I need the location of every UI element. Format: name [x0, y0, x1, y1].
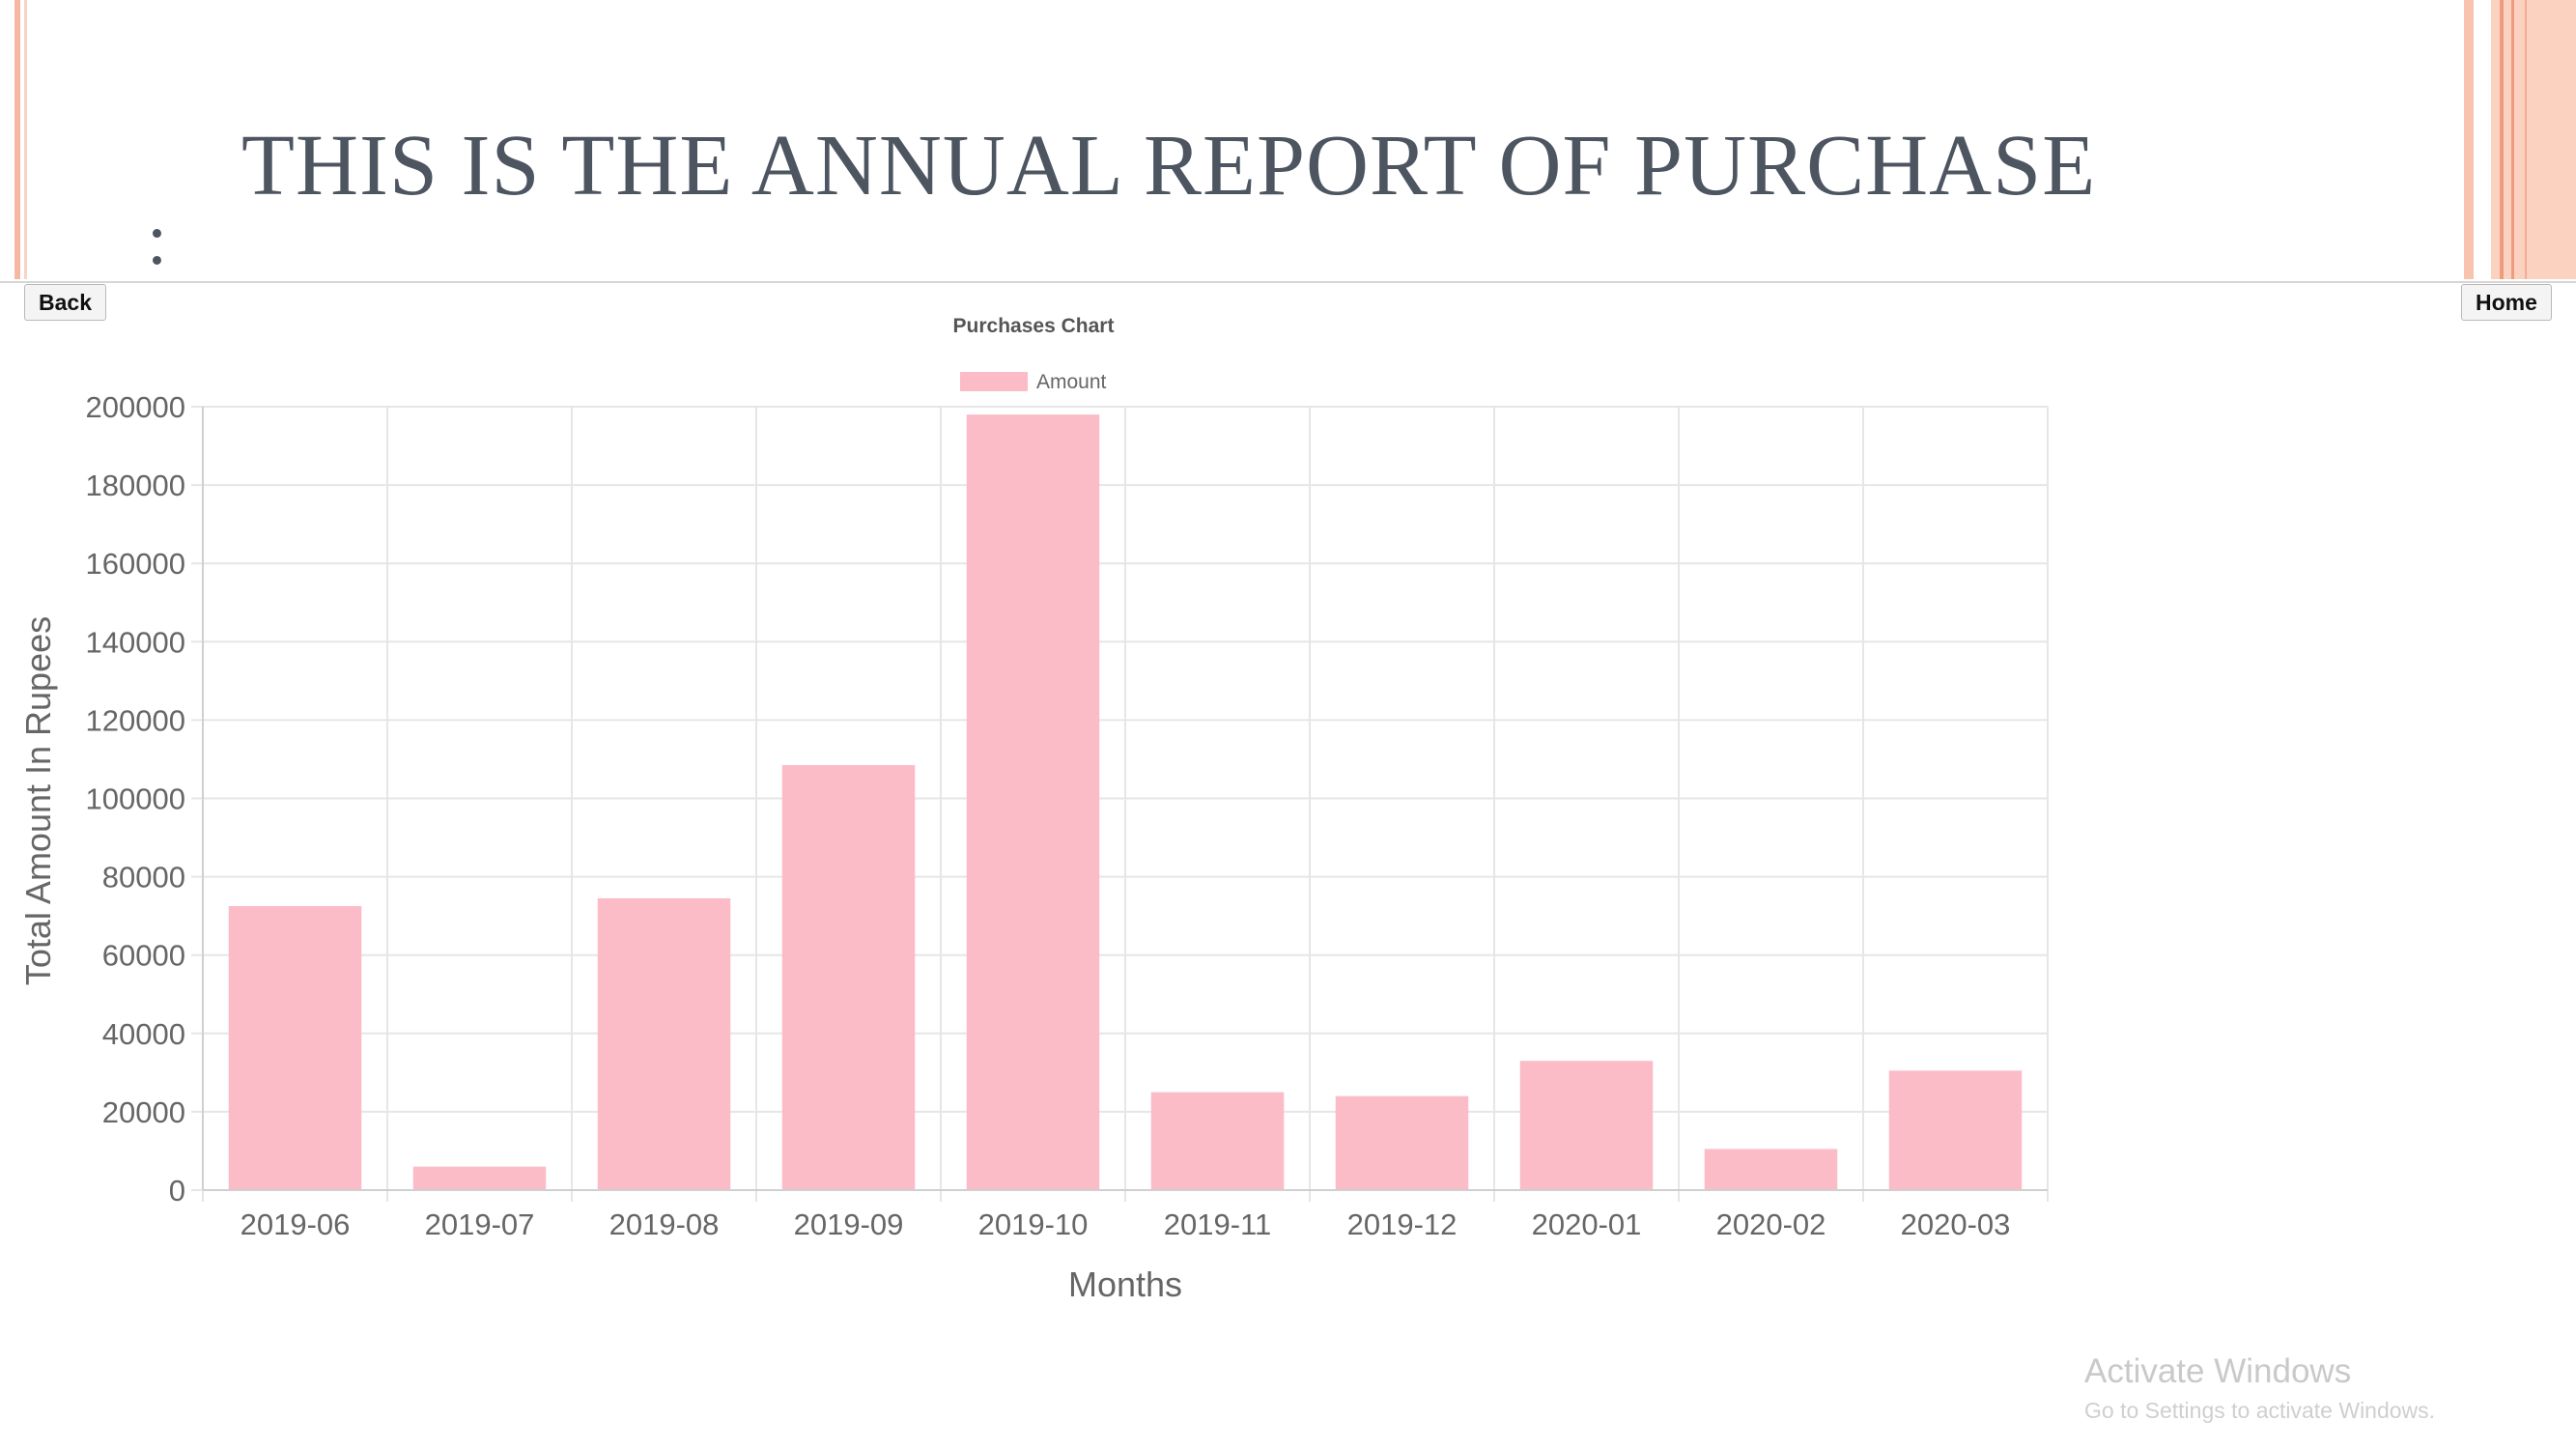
y-tick-label: 180000: [86, 469, 185, 502]
right-accent-line: [2500, 0, 2504, 279]
chart-axes: 0 20000 40000 60000 80000 100000 120000 140000 1…: [86, 390, 2048, 1241]
home-button[interactable]: Home: [2461, 284, 2552, 321]
legend-swatch[interactable]: [960, 372, 1028, 391]
x-axis-title: Months: [1068, 1264, 1182, 1304]
back-button[interactable]: Back: [24, 284, 106, 321]
purchases-chart: 0 20000 40000 60000 80000 100000 120000 140000 1…: [18, 315, 2049, 1304]
bar-2019-09[interactable]: [781, 765, 916, 1190]
right-accent-stripe: [2464, 0, 2474, 279]
bar-2019-11[interactable]: [1150, 1092, 1285, 1190]
y-tick-label: 40000: [102, 1017, 185, 1051]
x-tick-label: 2020-03: [1901, 1208, 2011, 1241]
slide-title: THIS IS THE ANNUAL REPORT OF PURCHASE: [241, 118, 2097, 213]
bar-2020-03[interactable]: [1888, 1070, 2023, 1190]
left-accent-stripe-thin: [24, 0, 27, 279]
x-tick-label: 2019-11: [1164, 1208, 1271, 1241]
x-tick-label: 2019-06: [241, 1208, 351, 1241]
y-tick-label: 160000: [86, 547, 185, 581]
x-tick-label: 2019-10: [978, 1208, 1089, 1241]
x-tick-label: 2019-09: [794, 1208, 904, 1241]
chart-grid: [191, 406, 2049, 1202]
bar-2019-06[interactable]: [228, 906, 362, 1190]
header-divider: [0, 281, 2576, 283]
y-tick-label: 20000: [102, 1095, 185, 1129]
y-tick-label: 200000: [86, 390, 185, 424]
y-tick-label: 0: [169, 1174, 185, 1208]
y-tick-label: 60000: [102, 939, 185, 973]
bar-2020-01[interactable]: [1519, 1061, 1654, 1190]
chart-title: Purchases Chart: [953, 315, 1115, 337]
right-accent-line: [2525, 0, 2527, 279]
x-tick-label: 2019-07: [425, 1208, 535, 1241]
left-accent-stripe: [14, 0, 20, 279]
x-tick-label: 2020-01: [1532, 1208, 1642, 1241]
bar-2019-12[interactable]: [1335, 1095, 1469, 1190]
right-accent-line: [2511, 0, 2514, 279]
activation-watermark-subtitle: Go to Settings to activate Windows.: [2084, 1398, 2436, 1423]
legend-label[interactable]: Amount: [1036, 371, 1107, 393]
slide-colon: :: [147, 199, 168, 280]
y-tick-label: 120000: [86, 703, 185, 737]
right-accent-band: [2491, 0, 2576, 279]
x-tick-label: 2020-02: [1716, 1208, 1826, 1241]
x-tick-label: 2019-08: [609, 1208, 720, 1241]
bar-2020-02[interactable]: [1704, 1149, 1838, 1190]
bar-2019-10[interactable]: [966, 414, 1100, 1190]
bar-2019-07[interactable]: [412, 1166, 547, 1190]
y-tick-label: 100000: [86, 782, 185, 816]
activation-watermark-title: Activate Windows: [2084, 1352, 2352, 1390]
y-tick-label: 80000: [102, 861, 185, 895]
bar-2019-08[interactable]: [597, 897, 731, 1190]
chart-bars: [228, 414, 2023, 1190]
x-tick-label: 2019-12: [1347, 1208, 1458, 1241]
y-tick-label: 140000: [86, 625, 185, 659]
y-axis-title: Total Amount In Rupees: [18, 616, 58, 985]
